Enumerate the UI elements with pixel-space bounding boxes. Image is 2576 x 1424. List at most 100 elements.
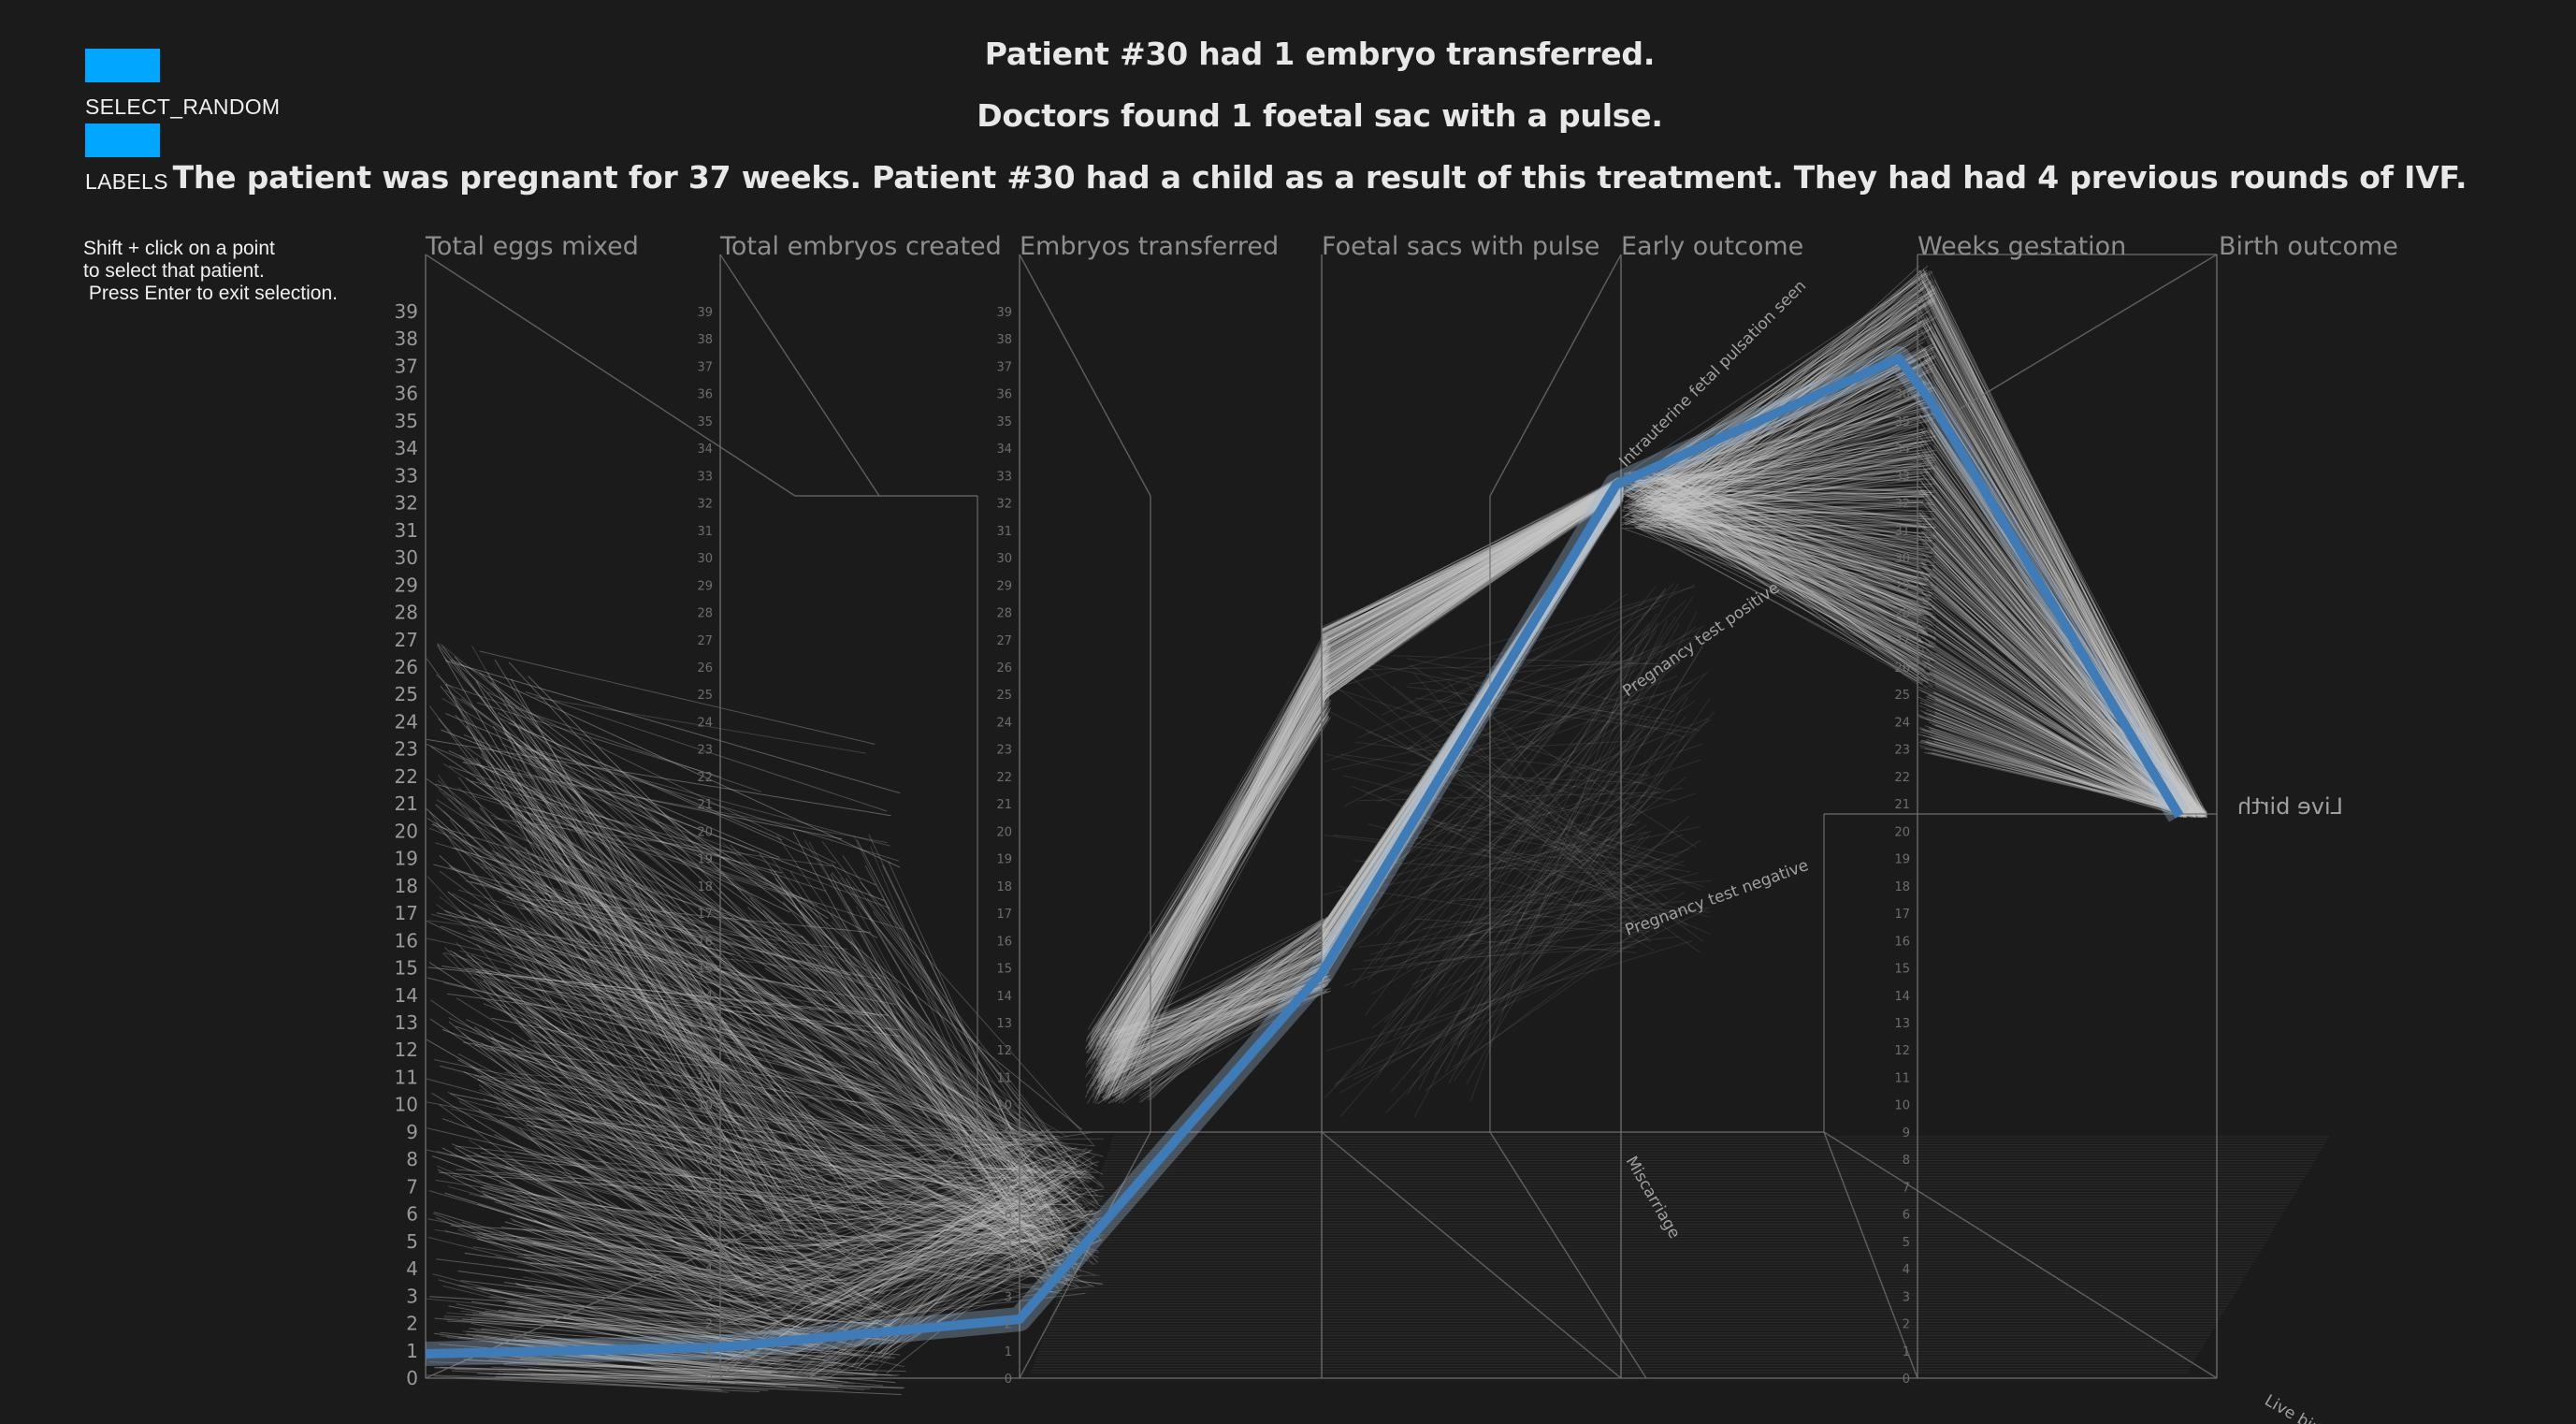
axis-mini-tick: 34: [996, 443, 1012, 457]
y-tick-label: 7: [406, 1175, 418, 1198]
axis-mini-tick: 10: [1894, 1099, 1910, 1113]
axis-mini-tick: 7: [1903, 1181, 1910, 1195]
axis-title: Early outcome: [1621, 232, 1803, 261]
axis-mini-tick: 5: [1903, 1236, 1910, 1250]
axis-mini-tick: 6: [705, 1209, 713, 1223]
axis-mini-tick: 21: [697, 798, 713, 812]
select-random-button[interactable]: [85, 49, 160, 82]
axis-mini-tick: 28: [996, 607, 1012, 621]
y-tick-label: 5: [406, 1230, 418, 1253]
axis-mini-tick: 25: [996, 689, 1012, 703]
axis-mini-tick: 19: [1894, 853, 1910, 867]
axis-mini-tick: 17: [1894, 908, 1910, 922]
y-tick-label: 23: [395, 738, 418, 761]
axis-mini-tick: 10: [996, 1099, 1012, 1113]
axis-mini-tick: 31: [996, 525, 1012, 539]
axis-mini-tick: 18: [1894, 880, 1910, 894]
axis-mini-tick: 35: [1894, 415, 1910, 429]
y-tick-label: 32: [395, 492, 418, 515]
axis-mini-tick: 1: [705, 1345, 713, 1359]
axis-mini-tick: 33: [996, 470, 1012, 484]
axis-mini-tick: 14: [996, 990, 1012, 1004]
axis-mini-tick: 36: [996, 388, 1012, 402]
axis-mini-tick: 38: [697, 333, 713, 347]
axis-mini-tick: 22: [697, 771, 713, 785]
axis-mini-tick: 13: [697, 1017, 713, 1031]
axis-mini-tick: 17: [697, 908, 713, 922]
y-tick-label: 33: [395, 464, 418, 487]
frame-line: [425, 1131, 978, 1379]
labels-toggle-button[interactable]: [85, 124, 160, 157]
axis-mini-tick: 20: [1894, 825, 1910, 839]
y-tick-label: 10: [395, 1094, 418, 1116]
frame-line: [1823, 1131, 2218, 1379]
axis-title: Embryos transferred: [1020, 232, 1279, 261]
axis-mini-tick: 24: [996, 716, 1012, 730]
birth-outcome-category-label: Live birth: [2237, 793, 2343, 820]
axis-mini-tick: 39: [697, 306, 713, 320]
axis-mini-tick: 11: [1894, 1071, 1910, 1085]
axis-mini-tick: 28: [697, 607, 713, 621]
selection-help-text: Shift + click on a point to select that …: [83, 238, 338, 304]
y-tick-label: 27: [395, 629, 418, 651]
axis-mini-tick: 30: [996, 552, 1012, 566]
y-tick-label: 37: [395, 355, 418, 377]
axis-mini-tick: 15: [996, 963, 1012, 977]
axis-mini-tick: 31: [1894, 525, 1910, 539]
axis-mini-tick: 15: [1894, 963, 1910, 977]
axis-mini-tick: 19: [996, 853, 1012, 867]
axis-mini-tick: 28: [1894, 607, 1910, 621]
y-tick-label: 21: [395, 792, 418, 815]
axis-mini-tick: 15: [697, 963, 713, 977]
axis-mini-tick: 5: [705, 1236, 713, 1250]
axis-mini-tick: 25: [1894, 689, 1910, 703]
axis-mini-tick: 14: [1894, 990, 1910, 1004]
frame-line: [425, 254, 796, 497]
axis-mini-tick: 29: [1894, 579, 1910, 593]
axis-mini-tick: 30: [1894, 552, 1910, 566]
axis-mini-tick: 10: [697, 1099, 713, 1113]
axis-mini-tick: 27: [996, 634, 1012, 648]
axis-mini-tick: 32: [1894, 498, 1910, 512]
birth-outcome-category-label: Live birth: [2262, 1391, 2336, 1424]
axis-mini-tick: 26: [1894, 661, 1910, 676]
axis-mini-tick: 1: [1005, 1345, 1012, 1359]
y-tick-label: 18: [395, 875, 418, 897]
y-tick-label: 16: [395, 929, 418, 952]
axis-title: Total eggs mixed: [425, 232, 639, 261]
axis-mini-tick: 36: [1894, 388, 1910, 402]
axis-mini-tick: 26: [996, 661, 1012, 676]
axis-title: Total embryos created: [719, 232, 1002, 261]
axis-mini-tick: 24: [1894, 716, 1910, 730]
y-tick-label: 36: [395, 383, 418, 405]
axis-mini-tick: 29: [996, 579, 1012, 593]
axis-mini-tick: 35: [697, 415, 713, 429]
axis-mini-tick: 0: [705, 1373, 713, 1387]
axis-mini-tick: 38: [996, 333, 1012, 347]
axis-mini-tick: 27: [1894, 634, 1910, 648]
y-tick-label: 1: [406, 1340, 418, 1362]
y-tick-label: 6: [406, 1203, 418, 1226]
axis-mini-tick: 16: [996, 935, 1012, 949]
frame-line: [1019, 254, 1151, 497]
axis-mini-tick: 34: [1894, 443, 1910, 457]
y-tick-label: 9: [406, 1121, 418, 1143]
axis-mini-tick: 35: [996, 415, 1012, 429]
y-tick-label: 8: [406, 1148, 418, 1170]
axis-mini-tick: 29: [697, 579, 713, 593]
axis-mini-tick: 1: [1903, 1345, 1910, 1359]
y-tick-label: 24: [395, 710, 418, 733]
axis-mini-tick: 14: [697, 990, 713, 1004]
early-outcome-category-label: Pregnancy test negative: [1623, 856, 1811, 940]
axis-mini-tick: 9: [1903, 1126, 1910, 1141]
frame-line: [1954, 254, 2218, 413]
axis-mini-tick: 23: [1894, 744, 1910, 758]
axis-mini-tick: 21: [1894, 798, 1910, 812]
axis-mini-tick: 13: [996, 1017, 1012, 1031]
axis-mini-tick: 20: [996, 825, 1012, 839]
axis-mini-tick: 8: [1005, 1154, 1012, 1168]
axis-mini-tick: 31: [697, 525, 713, 539]
y-tick-label: 30: [395, 546, 418, 569]
headline-embryos: Patient #30 had 1 embryo transferred.: [984, 36, 1656, 72]
